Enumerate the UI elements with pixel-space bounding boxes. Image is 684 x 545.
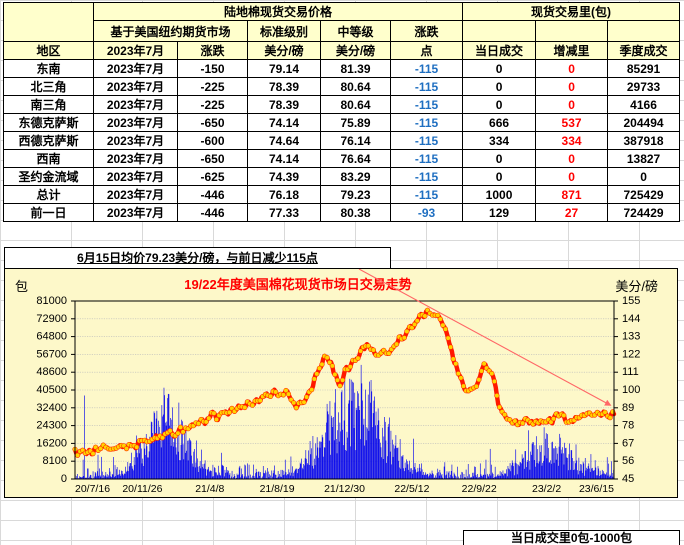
svg-text:包: 包 xyxy=(15,279,28,294)
svg-text:0: 0 xyxy=(61,473,67,485)
svg-text:72900: 72900 xyxy=(36,313,67,325)
svg-text:40500: 40500 xyxy=(36,384,67,396)
svg-text:111: 111 xyxy=(622,366,639,378)
svg-text:89: 89 xyxy=(622,402,634,414)
svg-text:23/6/15: 23/6/15 xyxy=(579,483,614,495)
svg-text:20/7/16: 20/7/16 xyxy=(75,483,110,495)
svg-text:155: 155 xyxy=(622,295,640,307)
svg-text:67: 67 xyxy=(622,437,634,449)
svg-text:122: 122 xyxy=(622,348,640,360)
svg-text:144: 144 xyxy=(622,313,640,325)
svg-text:8100: 8100 xyxy=(43,455,67,467)
svg-text:23/2/2: 23/2/2 xyxy=(532,483,561,495)
svg-text:64800: 64800 xyxy=(36,331,67,343)
svg-text:22/5/12: 22/5/12 xyxy=(394,483,429,495)
svg-text:21/8/19: 21/8/19 xyxy=(260,483,295,495)
svg-text:78: 78 xyxy=(622,420,634,432)
svg-text:16200: 16200 xyxy=(36,437,67,449)
svg-text:56: 56 xyxy=(622,455,634,467)
svg-text:21/12/30: 21/12/30 xyxy=(324,483,365,495)
svg-text:133: 133 xyxy=(622,331,640,343)
svg-text:56700: 56700 xyxy=(36,348,67,360)
svg-text:48600: 48600 xyxy=(36,366,67,378)
svg-text:81000: 81000 xyxy=(36,295,67,307)
svg-text:美分/磅: 美分/磅 xyxy=(615,279,658,294)
svg-text:20/11/26: 20/11/26 xyxy=(122,483,162,495)
svg-text:45: 45 xyxy=(622,473,634,485)
svg-text:22/9/22: 22/9/22 xyxy=(462,483,497,495)
svg-text:21/4/8: 21/4/8 xyxy=(195,483,224,495)
svg-text:24300: 24300 xyxy=(36,420,67,432)
svg-text:32400: 32400 xyxy=(36,402,67,414)
svg-text:100: 100 xyxy=(622,384,640,396)
